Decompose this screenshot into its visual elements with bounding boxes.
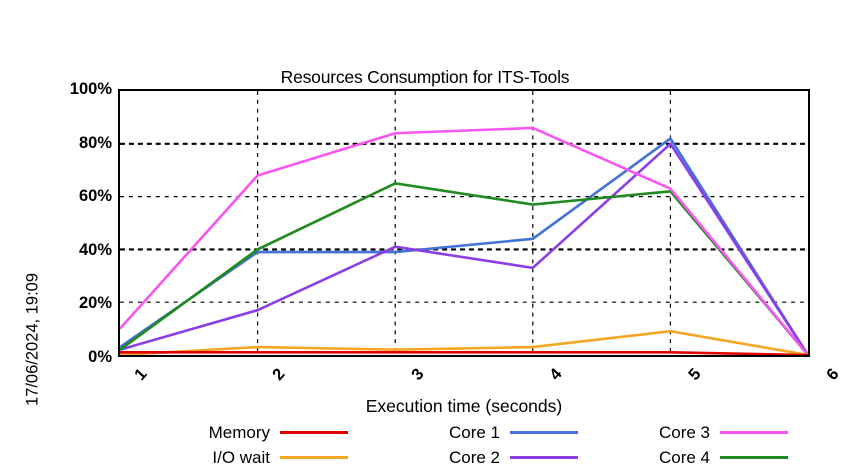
legend-color-swatch xyxy=(280,431,348,434)
x-axis-title: Execution time (seconds) xyxy=(365,396,563,416)
y-axis-tick-label: 40% xyxy=(78,240,112,259)
chart-canvas xyxy=(120,91,808,355)
series-line-core-4 xyxy=(120,183,808,355)
legend-color-swatch xyxy=(510,456,578,459)
plot-inner xyxy=(120,91,808,355)
legend-label: Core 4 xyxy=(658,448,710,467)
legend-color-swatch xyxy=(280,456,348,459)
legend-item-core-1[interactable]: Core 1 xyxy=(398,420,623,445)
x-axis-tick-labels: 1 2 3 4 5 6 xyxy=(118,357,843,397)
legend-column: Core 1 Core 2 xyxy=(398,420,623,470)
grid-lines xyxy=(120,91,808,355)
y-axis-tick-label: 80% xyxy=(78,133,112,152)
x-axis-tick-label: 3 xyxy=(407,365,428,384)
legend-color-swatch xyxy=(720,456,788,459)
legend-item-core-3[interactable]: Core 3 xyxy=(608,420,848,445)
x-axis-tick-label: 5 xyxy=(684,365,705,384)
legend-label: Core 3 xyxy=(658,423,710,442)
series-line-core-1 xyxy=(120,139,808,355)
title-line-1: Resources Consumption for ITS-Tools xyxy=(280,67,570,87)
y-axis-tick-labels: 0% 20% 40% 60% 80% 100% xyxy=(28,81,112,365)
series-group xyxy=(120,128,808,355)
x-axis-tick-label: 6 xyxy=(823,365,843,384)
y-axis-tick-label: 60% xyxy=(78,187,112,206)
series-line-i-o-wait xyxy=(120,331,808,355)
x-axis-tick-label: 1 xyxy=(131,365,151,384)
series-line-core-3 xyxy=(120,128,808,355)
y-axis-tick-label: 0% xyxy=(88,348,112,366)
x-axis-tick-label: 2 xyxy=(269,365,289,384)
legend-color-swatch xyxy=(510,431,578,434)
series-line-core-2 xyxy=(120,144,808,355)
legend-item-core-4[interactable]: Core 4 xyxy=(608,445,848,470)
legend-label: Memory xyxy=(208,423,270,442)
legend-column: Core 3 Core 4 xyxy=(608,420,848,470)
y-axis-tick-label: 20% xyxy=(78,294,112,313)
series-line-memory xyxy=(120,352,808,355)
legend-column: Memory I/O wait xyxy=(168,420,398,470)
y-axis-tick-label: 100% xyxy=(69,80,112,98)
x-axis-tick-label: 4 xyxy=(546,365,566,384)
legend-label: I/O wait xyxy=(212,448,270,467)
legend-item-core-2[interactable]: Core 2 xyxy=(398,445,623,470)
legend-color-swatch xyxy=(720,431,788,434)
plot-area xyxy=(118,89,810,357)
legend-item-memory[interactable]: Memory xyxy=(168,420,398,445)
legend-label: Core 2 xyxy=(448,448,500,467)
legend-label: Core 1 xyxy=(448,423,500,442)
legend-item-i-o-wait[interactable]: I/O wait xyxy=(168,445,398,470)
chart-legend: Memory I/O wait Core 1 Core 2 Core 3 Core 4 xyxy=(118,420,850,470)
